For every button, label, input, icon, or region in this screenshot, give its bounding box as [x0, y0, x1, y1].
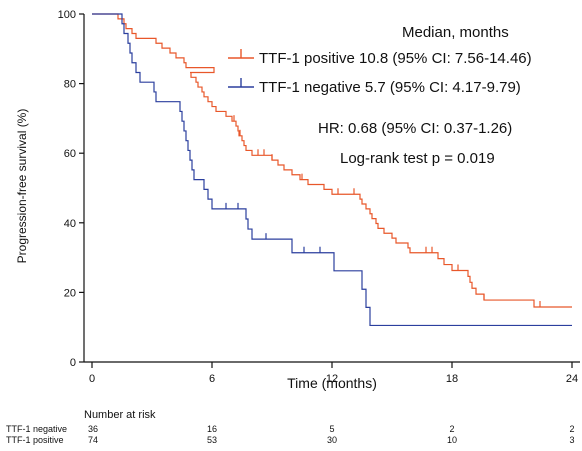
x-tick-label: 18 — [446, 373, 458, 385]
x-tick-label: 0 — [89, 373, 95, 385]
risk-value: 74 — [88, 435, 98, 445]
survival-curve-negative — [92, 13, 572, 327]
hazard-ratio-text: HR: 0.68 (95% CI: 0.37-1.26) — [318, 120, 512, 137]
risk-value: 2 — [449, 424, 454, 434]
risk-value: 5 — [329, 424, 334, 434]
y-tick-label: 0 — [70, 357, 76, 369]
x-ticks: 0 6 12 18 24 — [89, 362, 578, 385]
legend-item-positive: TTF-1 positive 10.8 (95% CI: 7.56-14.46) — [228, 49, 532, 67]
y-tick-label: 100 — [58, 9, 76, 21]
y-tick-label: 20 — [64, 287, 76, 299]
y-axis-title: Progression-free survival (%) — [15, 109, 29, 264]
y-tick-label: 80 — [64, 79, 76, 91]
risk-table-values: 36 16 5 2 2 74 53 30 10 3 — [88, 424, 575, 445]
risk-value: 30 — [327, 435, 337, 445]
legend-label-positive: TTF-1 positive 10.8 (95% CI: 7.56-14.46) — [259, 50, 532, 67]
risk-value: 36 — [88, 424, 98, 434]
risk-value: 16 — [207, 424, 217, 434]
logrank-text: Log-rank test p = 0.019 — [340, 150, 495, 167]
risk-value: 2 — [569, 424, 574, 434]
risk-value: 10 — [447, 435, 457, 445]
risk-value: 3 — [569, 435, 574, 445]
legend-label-negative: TTF-1 negative 5.7 (95% CI: 4.17-9.79) — [259, 79, 521, 96]
risk-row-label-negative: TTF-1 negative — [6, 424, 67, 434]
x-axis-title: Time (months) — [287, 375, 377, 391]
x-tick-label: 12 — [326, 373, 338, 385]
survival-curves — [92, 13, 572, 327]
x-tick-label: 6 — [209, 373, 215, 385]
risk-table-title: Number at risk — [84, 409, 156, 421]
y-tick-label: 40 — [64, 218, 76, 230]
risk-row-label-positive: TTF-1 positive — [6, 435, 64, 445]
legend-item-negative: TTF-1 negative 5.7 (95% CI: 4.17-9.79) — [228, 78, 521, 96]
x-tick-label: 24 — [566, 373, 578, 385]
median-title: Median, months — [402, 24, 509, 41]
risk-value: 53 — [207, 435, 217, 445]
y-ticks: 0 20 40 60 80 100 — [58, 9, 84, 369]
survival-curve-positive — [92, 13, 572, 308]
y-tick-label: 60 — [64, 148, 76, 160]
